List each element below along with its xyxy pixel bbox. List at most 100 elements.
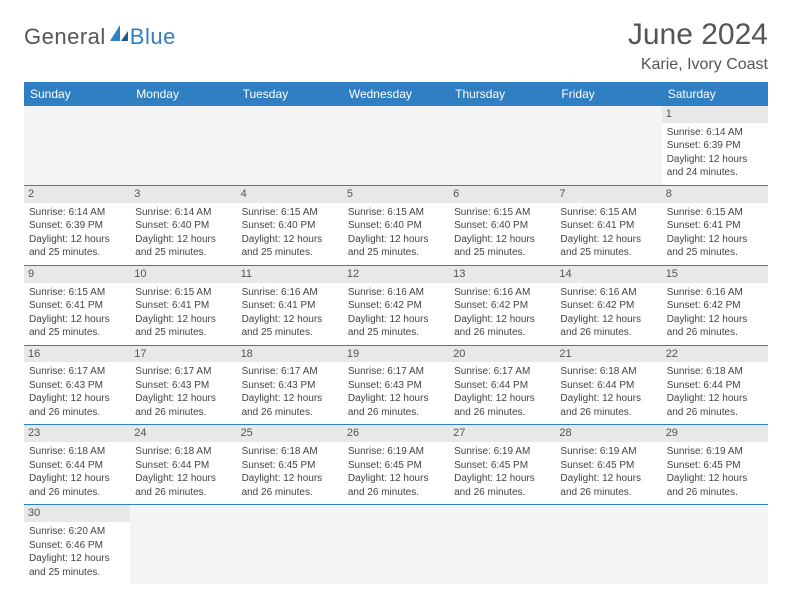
calendar-row: 16Sunrise: 6:17 AMSunset: 6:43 PMDayligh… bbox=[24, 345, 768, 425]
weekday-header: Thursday bbox=[449, 82, 555, 106]
day-info-line: Sunset: 6:40 PM bbox=[348, 219, 444, 233]
day-info-line: and 26 minutes. bbox=[454, 486, 550, 500]
day-info-line: Sunset: 6:45 PM bbox=[454, 459, 550, 473]
day-info-line: Sunrise: 6:17 AM bbox=[454, 365, 550, 379]
calendar-cell: 4Sunrise: 6:15 AMSunset: 6:40 PMDaylight… bbox=[237, 185, 343, 265]
calendar-cell: 10Sunrise: 6:15 AMSunset: 6:41 PMDayligh… bbox=[130, 265, 236, 345]
day-info-line: Daylight: 12 hours bbox=[242, 233, 338, 247]
calendar-table: Sunday Monday Tuesday Wednesday Thursday… bbox=[24, 82, 768, 584]
day-info-line: Daylight: 12 hours bbox=[454, 472, 550, 486]
day-number: 1 bbox=[662, 106, 768, 123]
day-info-line: Sunset: 6:40 PM bbox=[454, 219, 550, 233]
calendar-cell bbox=[130, 505, 236, 584]
day-info-line: and 26 minutes. bbox=[667, 486, 763, 500]
day-info-line: Sunrise: 6:15 AM bbox=[135, 286, 231, 300]
calendar-cell: 21Sunrise: 6:18 AMSunset: 6:44 PMDayligh… bbox=[555, 345, 661, 425]
day-info: Sunrise: 6:14 AMSunset: 6:39 PMDaylight:… bbox=[667, 125, 763, 180]
day-info: Sunrise: 6:15 AMSunset: 6:40 PMDaylight:… bbox=[454, 205, 550, 260]
day-number: 18 bbox=[237, 346, 343, 363]
calendar-cell: 23Sunrise: 6:18 AMSunset: 6:44 PMDayligh… bbox=[24, 425, 130, 505]
day-info-line: and 25 minutes. bbox=[667, 246, 763, 260]
day-info-line: Sunset: 6:42 PM bbox=[454, 299, 550, 313]
day-info-line: Daylight: 12 hours bbox=[454, 313, 550, 327]
day-info-line: Daylight: 12 hours bbox=[29, 472, 125, 486]
weekday-header: Sunday bbox=[24, 82, 130, 106]
calendar-cell: 19Sunrise: 6:17 AMSunset: 6:43 PMDayligh… bbox=[343, 345, 449, 425]
day-info-line: Sunset: 6:42 PM bbox=[348, 299, 444, 313]
day-info-line: Sunrise: 6:15 AM bbox=[348, 206, 444, 220]
day-info-line: and 26 minutes. bbox=[348, 486, 444, 500]
day-info-line: Sunset: 6:44 PM bbox=[29, 459, 125, 473]
day-number: 22 bbox=[662, 346, 768, 363]
day-info-line: Daylight: 12 hours bbox=[242, 472, 338, 486]
calendar-row: 2Sunrise: 6:14 AMSunset: 6:39 PMDaylight… bbox=[24, 185, 768, 265]
day-info: Sunrise: 6:17 AMSunset: 6:43 PMDaylight:… bbox=[29, 364, 125, 419]
day-info-line: Sunset: 6:39 PM bbox=[29, 219, 125, 233]
calendar-cell bbox=[343, 505, 449, 584]
day-number: 14 bbox=[555, 266, 661, 283]
day-info: Sunrise: 6:18 AMSunset: 6:45 PMDaylight:… bbox=[242, 444, 338, 499]
day-info: Sunrise: 6:14 AMSunset: 6:40 PMDaylight:… bbox=[135, 205, 231, 260]
calendar-cell: 16Sunrise: 6:17 AMSunset: 6:43 PMDayligh… bbox=[24, 345, 130, 425]
day-info-line: Sunset: 6:44 PM bbox=[135, 459, 231, 473]
calendar-cell: 13Sunrise: 6:16 AMSunset: 6:42 PMDayligh… bbox=[449, 265, 555, 345]
day-info-line: Daylight: 12 hours bbox=[560, 392, 656, 406]
day-info-line: Sunrise: 6:17 AM bbox=[348, 365, 444, 379]
logo: General Blue bbox=[24, 24, 176, 50]
day-info-line: and 26 minutes. bbox=[242, 406, 338, 420]
day-info-line: Sunset: 6:46 PM bbox=[29, 539, 125, 553]
calendar-cell: 25Sunrise: 6:18 AMSunset: 6:45 PMDayligh… bbox=[237, 425, 343, 505]
day-info-line: Daylight: 12 hours bbox=[29, 552, 125, 566]
calendar-cell bbox=[449, 106, 555, 185]
day-info-line: Sunrise: 6:15 AM bbox=[454, 206, 550, 220]
day-info-line: and 26 minutes. bbox=[29, 486, 125, 500]
day-info-line: and 25 minutes. bbox=[135, 326, 231, 340]
day-number: 27 bbox=[449, 425, 555, 442]
day-info-line: Sunset: 6:43 PM bbox=[29, 379, 125, 393]
day-number: 12 bbox=[343, 266, 449, 283]
calendar-cell: 1 Sunrise: 6:14 AMSunset: 6:39 PMDaylight… bbox=[662, 106, 768, 185]
day-info-line: Sunrise: 6:16 AM bbox=[667, 286, 763, 300]
day-number: 8 bbox=[662, 186, 768, 203]
weekday-header: Saturday bbox=[662, 82, 768, 106]
calendar-cell: 22Sunrise: 6:18 AMSunset: 6:44 PMDayligh… bbox=[662, 345, 768, 425]
day-number: 26 bbox=[343, 425, 449, 442]
month-title: June 2024 bbox=[628, 18, 768, 52]
day-info: Sunrise: 6:14 AMSunset: 6:39 PMDaylight:… bbox=[29, 205, 125, 260]
calendar-row: 23Sunrise: 6:18 AMSunset: 6:44 PMDayligh… bbox=[24, 425, 768, 505]
day-info-line: Daylight: 12 hours bbox=[560, 233, 656, 247]
day-number: 16 bbox=[24, 346, 130, 363]
day-info-line: and 26 minutes. bbox=[667, 326, 763, 340]
calendar-row: 9Sunrise: 6:15 AMSunset: 6:41 PMDaylight… bbox=[24, 265, 768, 345]
day-info-line: Daylight: 12 hours bbox=[667, 392, 763, 406]
day-info-line: Sunset: 6:41 PM bbox=[29, 299, 125, 313]
day-info-line: Sunset: 6:40 PM bbox=[242, 219, 338, 233]
calendar-cell: 7Sunrise: 6:15 AMSunset: 6:41 PMDaylight… bbox=[555, 185, 661, 265]
day-number: 30 bbox=[24, 505, 130, 522]
day-info-line: Daylight: 12 hours bbox=[667, 153, 763, 167]
logo-sail-icon bbox=[108, 23, 130, 48]
day-info: Sunrise: 6:19 AMSunset: 6:45 PMDaylight:… bbox=[454, 444, 550, 499]
calendar-cell bbox=[24, 106, 130, 185]
day-info-line: Daylight: 12 hours bbox=[667, 233, 763, 247]
day-info: Sunrise: 6:15 AMSunset: 6:40 PMDaylight:… bbox=[348, 205, 444, 260]
calendar-cell: 20Sunrise: 6:17 AMSunset: 6:44 PMDayligh… bbox=[449, 345, 555, 425]
calendar-row: 30Sunrise: 6:20 AMSunset: 6:46 PMDayligh… bbox=[24, 505, 768, 584]
day-info-line: Sunset: 6:43 PM bbox=[348, 379, 444, 393]
day-info-line: and 25 minutes. bbox=[29, 566, 125, 580]
day-info: Sunrise: 6:15 AMSunset: 6:41 PMDaylight:… bbox=[560, 205, 656, 260]
day-info: Sunrise: 6:16 AMSunset: 6:41 PMDaylight:… bbox=[242, 285, 338, 340]
day-info-line: and 26 minutes. bbox=[135, 406, 231, 420]
calendar-cell: 17Sunrise: 6:17 AMSunset: 6:43 PMDayligh… bbox=[130, 345, 236, 425]
day-info-line: and 25 minutes. bbox=[29, 246, 125, 260]
day-number: 15 bbox=[662, 266, 768, 283]
day-info: Sunrise: 6:15 AMSunset: 6:40 PMDaylight:… bbox=[242, 205, 338, 260]
day-info-line: Daylight: 12 hours bbox=[135, 392, 231, 406]
day-info: Sunrise: 6:17 AMSunset: 6:43 PMDaylight:… bbox=[348, 364, 444, 419]
day-info-line: Daylight: 12 hours bbox=[348, 392, 444, 406]
calendar-cell: 8 Sunrise: 6:15 AMSunset: 6:41 PMDaylight… bbox=[662, 185, 768, 265]
day-info: Sunrise: 6:18 AMSunset: 6:44 PMDaylight:… bbox=[560, 364, 656, 419]
day-number: 17 bbox=[130, 346, 236, 363]
day-info: Sunrise: 6:15 AMSunset: 6:41 PMDaylight:… bbox=[667, 205, 763, 260]
day-number: 28 bbox=[555, 425, 661, 442]
